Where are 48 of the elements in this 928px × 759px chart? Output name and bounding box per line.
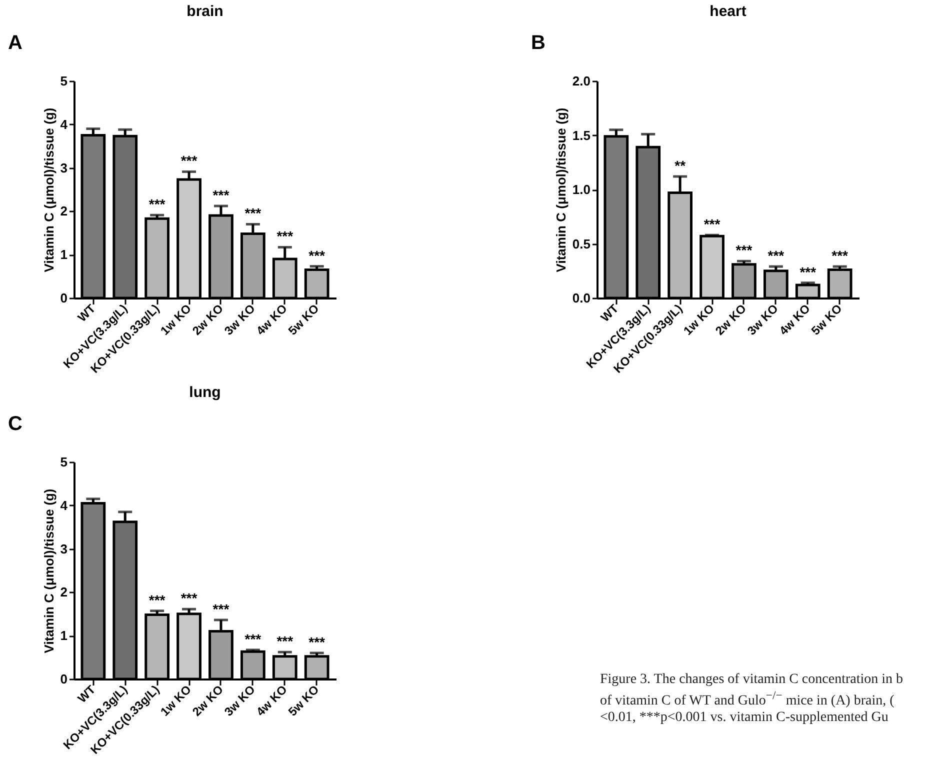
data-label: **: [674, 157, 686, 174]
text: C: [8, 413, 22, 435]
y-tick-label: 1.5: [572, 128, 590, 143]
y-tick-label: 1: [60, 247, 68, 262]
x-tick-label: 5w KO: [808, 302, 845, 338]
chart-title: heart: [710, 3, 746, 20]
y-tick-label: 3: [60, 160, 68, 176]
data-label: ***: [704, 216, 721, 232]
data-label: ***: [832, 248, 849, 264]
y-tick-label: 0: [60, 672, 68, 686]
data-label: ***: [768, 248, 785, 264]
chart-title: brain: [186, 3, 224, 20]
x-tick-label: 5w KO: [285, 302, 322, 338]
caption: Figure 3. The changes of vitamin C concentration in b of vitamin C of WT and Gulo$^{−/−}$ mice in (A) brain, ( <0.01, ***p<0.001 vs. vitamin C-supplemented Gu: [600, 672, 904, 726]
y-tick-label: 0: [60, 290, 68, 306]
y-tick-label: 4: [60, 498, 68, 513]
data-label: ***: [800, 264, 817, 280]
y-axis-title: Vitamin C (μmol)/tissue (g): [41, 488, 56, 654]
y-axis-title: Vitamin C (μmol)/tissue (g): [553, 108, 568, 272]
text: A: [8, 32, 22, 54]
data-label: ***: [308, 634, 326, 650]
y-tick-label: 2: [60, 584, 68, 600]
y-axis-title: Vitamin C (μmol)/tissue (g): [41, 108, 56, 272]
data-label: ***: [244, 630, 262, 647]
data-label: ***: [212, 600, 230, 617]
data-label: ***: [276, 633, 294, 650]
y-tick-label: 4: [60, 116, 68, 132]
y-tick-label: 0.5: [572, 236, 590, 252]
data-label: ***: [276, 228, 294, 244]
y-tick-label: 5: [60, 74, 68, 88]
x-tick-label: 5w KO: [285, 682, 322, 719]
data-label: ***: [148, 592, 166, 608]
y-tick-label: 2.0: [572, 74, 590, 88]
y-tick-label: 3: [60, 541, 68, 556]
y-tick-label: 5: [60, 454, 68, 470]
y-tick-label: 0.0: [572, 290, 590, 306]
y-tick-label: 1: [60, 628, 68, 644]
text: B: [531, 32, 546, 54]
chart-title: lung: [189, 384, 221, 401]
data-label: ***: [308, 247, 326, 264]
data-label: ***: [212, 186, 230, 203]
data-label: ***: [244, 205, 262, 222]
data-label: ***: [180, 590, 198, 606]
data-label: ***: [736, 242, 753, 258]
y-tick-label: 2: [60, 204, 68, 219]
data-label: ***: [148, 196, 166, 212]
data-label: ***: [180, 152, 198, 169]
y-tick-label: 1.0: [572, 182, 590, 197]
